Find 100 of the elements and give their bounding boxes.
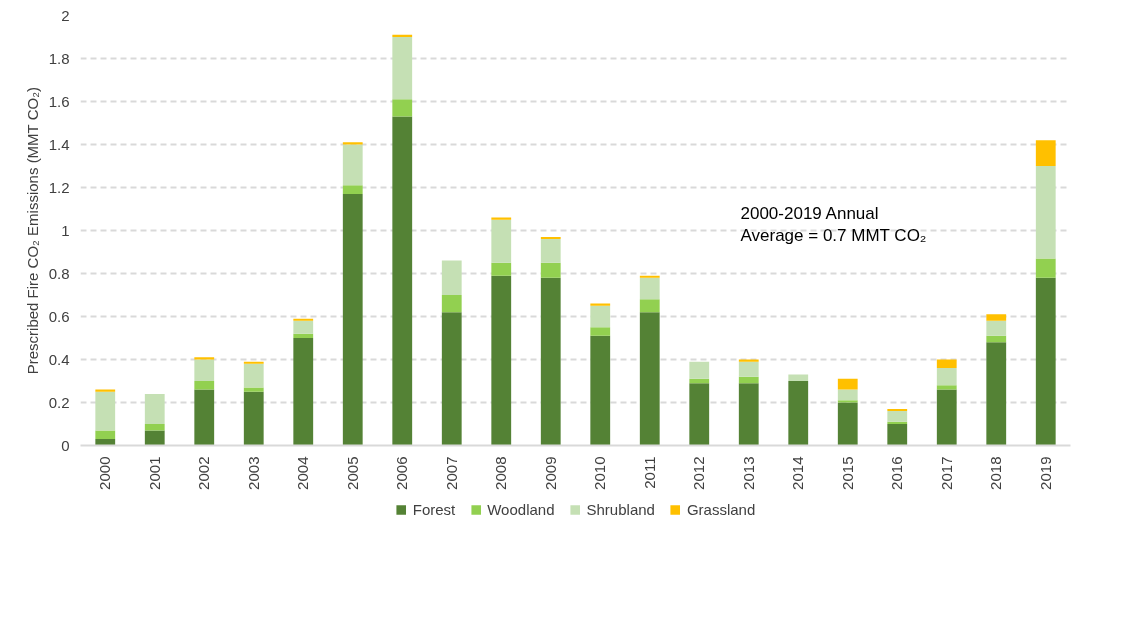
bar: [738, 376, 759, 384]
x-tick-label: 2013: [739, 456, 757, 490]
bar: [936, 389, 957, 446]
bar: [887, 421, 908, 424]
y-tick-label: 1.6: [48, 92, 70, 110]
bar: [342, 193, 363, 446]
y-tick-label: 1: [61, 221, 70, 239]
bar: [144, 393, 165, 424]
bar: [392, 37, 413, 100]
bar: [788, 381, 809, 446]
bar: [491, 219, 512, 263]
y-tick-label: 1.8: [48, 49, 70, 67]
bar: [738, 383, 759, 446]
bar: [1035, 258, 1056, 278]
y-tick-label: 0.2: [48, 393, 70, 411]
bar: [689, 378, 710, 384]
bar: [936, 385, 957, 390]
bar: [540, 262, 561, 278]
bar: [590, 303, 611, 306]
bar: [1035, 277, 1056, 446]
x-tick-label: 2000: [96, 456, 114, 490]
bar: [540, 277, 561, 446]
bar: [491, 217, 512, 220]
bar: [144, 430, 165, 446]
bar: [95, 389, 116, 392]
bar: [689, 361, 710, 379]
x-tick-label: 2012: [690, 456, 708, 490]
bar: [243, 391, 264, 446]
y-tick-label: 0.8: [48, 264, 70, 282]
bar: [639, 299, 660, 313]
bar: [1035, 140, 1056, 166]
bar: [441, 295, 462, 313]
y-tick-label: 0.4: [48, 350, 70, 368]
x-tick-label: 2019: [1036, 456, 1054, 490]
bar: [788, 374, 809, 381]
bar: [837, 389, 858, 401]
bar: [590, 327, 611, 336]
bar: [243, 361, 264, 364]
x-tick-label: 2003: [244, 456, 262, 490]
y-tick-label: 0.6: [48, 307, 70, 325]
bar: [936, 359, 957, 369]
x-tick-label: 2005: [343, 456, 361, 490]
bar: [293, 333, 314, 338]
bar: [194, 381, 215, 390]
bar: [837, 402, 858, 446]
x-tick-label: 2018: [987, 456, 1005, 490]
y-tick-label: 0: [61, 436, 70, 454]
bar: [738, 361, 759, 377]
y-tick-label: 1.4: [48, 135, 70, 153]
bar: [491, 275, 512, 446]
x-tick-label: 2017: [937, 456, 955, 490]
bar: [1035, 166, 1056, 259]
bar: [293, 318, 314, 321]
x-tick-label: 2011: [640, 456, 658, 489]
bar: [392, 99, 413, 117]
legend-label: Forest: [412, 500, 456, 518]
x-tick-label: 2006: [393, 456, 411, 490]
bar: [887, 408, 908, 412]
bar: [95, 439, 116, 446]
bar: [342, 142, 363, 145]
bar: [837, 400, 858, 403]
y-axis-title: Prescribed Fire CO₂ Emissions (MMT CO₂): [23, 87, 41, 375]
bar: [342, 144, 363, 186]
legend-label: Grassland: [686, 500, 756, 518]
x-tick-label: 2015: [838, 456, 856, 490]
bar: [540, 239, 561, 263]
bar: [887, 411, 908, 422]
bar: [491, 262, 512, 276]
bar: [243, 387, 264, 392]
x-tick-label: 2008: [492, 456, 510, 490]
x-tick-label: 2010: [591, 456, 609, 490]
bar: [639, 275, 660, 278]
bar: [342, 185, 363, 194]
bar: [837, 378, 858, 390]
bar: [986, 342, 1007, 446]
bar: [986, 320, 1007, 336]
bar: [590, 335, 611, 446]
x-tick-label: 2007: [442, 456, 460, 490]
bar: [986, 314, 1007, 321]
annotation: 2000-2019 Annual Average = 0.7 MMT CO₂: [740, 203, 927, 246]
bar: [144, 424, 165, 431]
y-tick-label: 1.2: [48, 178, 70, 196]
bar: [243, 363, 264, 388]
bar: [194, 359, 215, 381]
bar: [392, 34, 413, 37]
bar: [194, 389, 215, 446]
legend-label: Shrubland: [586, 500, 655, 518]
x-tick-label: 2016: [888, 456, 906, 490]
bar: [293, 320, 314, 334]
bar: [441, 260, 462, 295]
bar: [95, 391, 116, 431]
bar: [293, 338, 314, 446]
x-tick-label: 2001: [145, 456, 163, 490]
bar: [639, 312, 660, 446]
bar: [738, 359, 759, 362]
bar: [689, 383, 710, 446]
x-tick-label: 2014: [789, 456, 807, 490]
x-tick-label: 2002: [195, 456, 213, 490]
bar: [936, 368, 957, 386]
bar: [639, 277, 660, 300]
